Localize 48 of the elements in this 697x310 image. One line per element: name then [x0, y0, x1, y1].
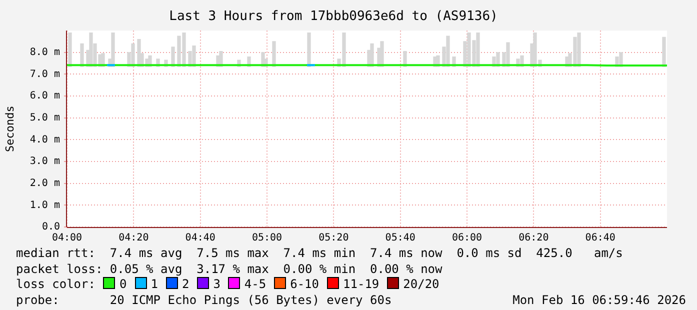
x-tick-label: 06:40 [585, 232, 616, 244]
x-tick-label: 05:20 [318, 232, 349, 244]
y-tick-label: 3.0 m [30, 156, 60, 168]
x-tick-label: 05:40 [385, 232, 416, 244]
bar [446, 36, 450, 67]
bar [111, 32, 115, 67]
bar [137, 39, 141, 67]
legend-label: 6-10 [290, 277, 320, 291]
y-axis-title: Seconds [3, 106, 16, 152]
x-tick-label: 06:20 [518, 232, 549, 244]
bar [307, 32, 311, 67]
y-tick-label: 5.0 m [30, 112, 60, 124]
legend-label: 1 [150, 277, 158, 291]
text: packet loss: 0.05 % avg 3.17 % max 0.00 % min 0.00 % now [16, 262, 444, 277]
legend-label: 0 [119, 277, 127, 291]
bar [68, 32, 72, 67]
bar [380, 41, 384, 67]
bar [476, 32, 480, 67]
text: median rtt: 7.4 ms avg 7.5 ms max 7.4 ms min 7.4 ms now 0.0 ms sd 425.0 am/s [16, 246, 624, 262]
legend-label: 3 [213, 277, 220, 291]
bar [80, 43, 84, 67]
bar [272, 41, 276, 67]
legend-label: 11-19 [343, 277, 380, 291]
x-tick-label: 04:20 [118, 232, 149, 244]
bar [131, 43, 135, 67]
chart-title: Last 3 Hours from 17bbb0963e6d to (AS9136) [169, 9, 498, 24]
bar [370, 43, 374, 67]
text: Mon Feb 16 06:59:46 2026 [512, 292, 686, 308]
legend-label: 4-5 [244, 277, 266, 291]
bar [577, 32, 581, 67]
y-tick-label: 6.0 m [30, 90, 60, 102]
y-tick-label: 0.0 [42, 222, 60, 233]
y-tick-label: 4.0 m [30, 134, 60, 146]
y-tick-label: 1.0 m [30, 200, 60, 211]
bar [192, 46, 196, 67]
x-tick-label: 04:00 [52, 232, 82, 244]
text: probe: 20 ICMP Echo Pings (56 Bytes) every 60s [16, 292, 392, 306]
y-tick-label: 2.0 m [30, 178, 60, 189]
y-tick-label: 8.0 m [30, 47, 60, 58]
bar [506, 42, 510, 67]
legend-title: loss color: [16, 277, 96, 291]
bar [89, 32, 93, 67]
legend-label: 2 [182, 277, 190, 291]
y-tick-label: 7.0 m [30, 68, 60, 80]
x-tick-label: 04:40 [185, 232, 216, 244]
x-tick-label: 06:00 [452, 232, 482, 244]
x-tick-label: 05:00 [252, 232, 282, 244]
legend-label: 20/20 [403, 277, 440, 291]
